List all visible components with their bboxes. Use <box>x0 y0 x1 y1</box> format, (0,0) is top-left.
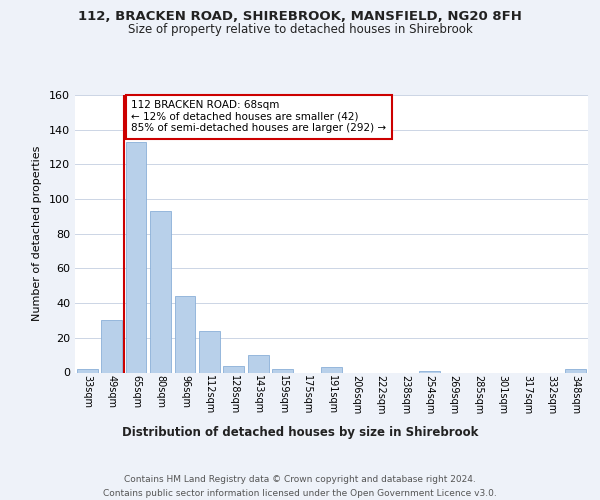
Bar <box>272 369 293 372</box>
Bar <box>223 366 244 372</box>
Y-axis label: Number of detached properties: Number of detached properties <box>32 146 42 322</box>
Text: 112 BRACKEN ROAD: 68sqm
← 12% of detached houses are smaller (42)
85% of semi-de: 112 BRACKEN ROAD: 68sqm ← 12% of detache… <box>131 100 386 134</box>
Bar <box>321 368 342 372</box>
Bar <box>175 296 196 372</box>
Text: Contains HM Land Registry data © Crown copyright and database right 2024.
Contai: Contains HM Land Registry data © Crown c… <box>103 476 497 498</box>
Bar <box>248 355 269 372</box>
Text: Distribution of detached houses by size in Shirebrook: Distribution of detached houses by size … <box>122 426 478 439</box>
Text: Size of property relative to detached houses in Shirebrook: Size of property relative to detached ho… <box>128 22 472 36</box>
Bar <box>565 369 586 372</box>
Text: 112, BRACKEN ROAD, SHIREBROOK, MANSFIELD, NG20 8FH: 112, BRACKEN ROAD, SHIREBROOK, MANSFIELD… <box>78 10 522 23</box>
Bar <box>150 211 171 372</box>
Bar <box>101 320 122 372</box>
Bar <box>199 331 220 372</box>
Bar <box>77 369 98 372</box>
Bar <box>419 371 440 372</box>
Bar <box>125 142 146 372</box>
